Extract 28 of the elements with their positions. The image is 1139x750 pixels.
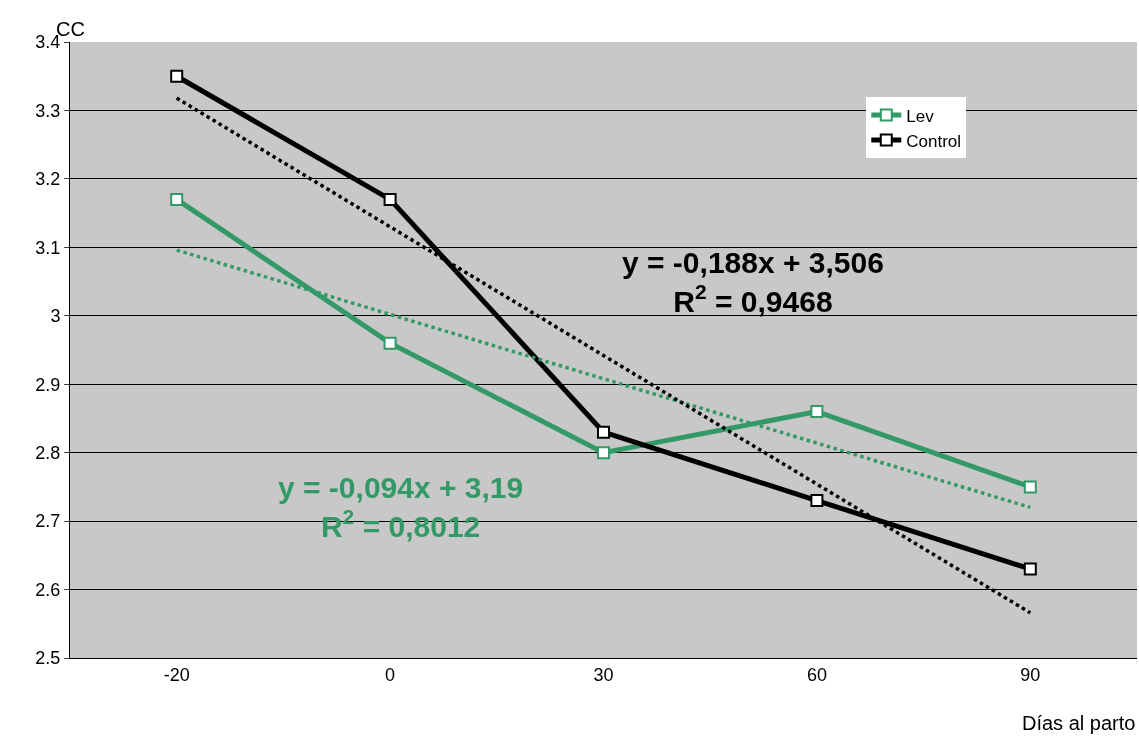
x-tick-label: 90 — [1020, 664, 1041, 685]
y-tick-label: 2.5 — [35, 648, 61, 669]
point — [810, 494, 824, 508]
x-tick-label: -20 — [163, 664, 190, 685]
legend-label: Lev — [906, 106, 935, 126]
x-tick-label: 0 — [385, 664, 396, 685]
y-tick-label: 2.6 — [35, 579, 61, 600]
y-tick-label: 3.3 — [35, 100, 61, 121]
y-tick-label: 2.7 — [35, 511, 61, 532]
x-tick-label: 30 — [593, 664, 614, 685]
point — [170, 69, 184, 83]
y-tick-label: 2.9 — [35, 374, 61, 395]
y-tick-label: 2.8 — [35, 442, 61, 463]
legend-label: Control — [906, 131, 962, 151]
annotation: y = -0,188x + 3,506 R$^{2}$ = 0,9468 — [622, 246, 884, 318]
x-axis-title: Días al parto — [1022, 712, 1136, 734]
point — [1023, 562, 1037, 576]
point — [1023, 480, 1037, 494]
point — [810, 405, 824, 419]
x-tick-label: 60 — [806, 664, 827, 685]
point — [383, 336, 397, 350]
point — [597, 446, 610, 460]
point — [170, 192, 184, 206]
y-tick-label: 3.1 — [35, 237, 61, 258]
point — [597, 425, 610, 439]
point — [383, 192, 397, 206]
y-tick-label: 3 — [50, 306, 61, 327]
y-tick-label: 3.2 — [35, 169, 61, 190]
